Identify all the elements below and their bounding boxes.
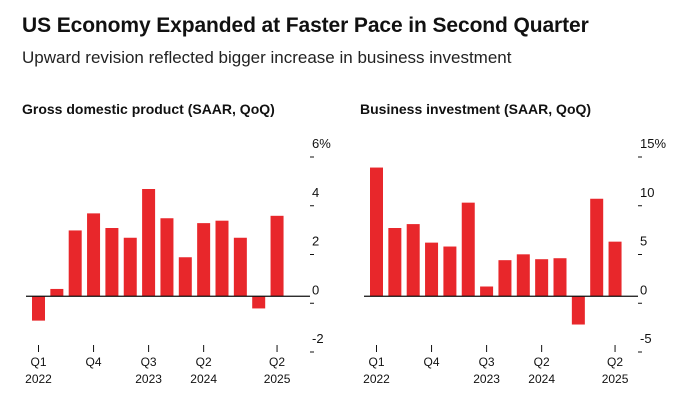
investment-bar <box>425 242 439 297</box>
investment-bar <box>553 258 567 297</box>
investment-bar <box>571 296 585 325</box>
investment-chart: 15% 10 5 0 -5 Q1 2022 Q4 Q3 2023 Q2 2024 Q2 2025 <box>363 136 666 386</box>
investment-xtick-year: 2023 <box>473 372 500 386</box>
gdp-ytick-label: 0 <box>312 282 319 297</box>
investment-xtick-label: Q3 <box>479 355 495 369</box>
gdp-ytick-label: -2 <box>312 331 324 346</box>
investment-ytick-label: 0 <box>640 282 647 297</box>
investment-xtick-year: 2022 <box>363 372 390 386</box>
investment-bar <box>590 198 604 297</box>
gdp-bar <box>87 213 101 297</box>
investment-bar <box>370 167 383 297</box>
investment-bar <box>498 260 512 297</box>
investment-xtick-label: Q2 <box>607 355 623 369</box>
gdp-bar <box>68 230 82 297</box>
gdp-bar <box>252 296 266 309</box>
investment-bar <box>608 241 622 297</box>
gdp-xtick-label: Q2 <box>196 355 212 369</box>
gdp-xtick-label: Q4 <box>86 355 102 369</box>
investment-ytick-label: 15% <box>640 136 666 151</box>
gdp-xtick-year: 2022 <box>25 372 52 386</box>
investment-xtick-label: Q1 <box>368 355 384 369</box>
investment-xtick-label: Q2 <box>534 355 550 369</box>
investment-bar <box>516 254 530 297</box>
investment-xtick-year: 2025 <box>602 372 629 386</box>
chart-title: US Economy Expanded at Faster Pace in Se… <box>22 14 589 37</box>
gdp-xtick-label: Q1 <box>30 355 46 369</box>
chart-subtitle: Upward revision reflected bigger increas… <box>22 48 512 67</box>
gdp-bar <box>142 189 156 297</box>
gdp-bar <box>32 296 45 321</box>
investment-ytick-label: -5 <box>640 331 652 346</box>
gdp-bar <box>50 288 64 297</box>
investment-ytick-label: 10 <box>640 185 654 200</box>
gdp-ytick-label: 2 <box>312 234 319 249</box>
gdp-xtick-year: 2023 <box>135 372 162 386</box>
investment-bar <box>480 286 494 297</box>
investment-bar <box>443 246 457 297</box>
investment-panel-title: Business investment (SAAR, QoQ) <box>360 101 592 117</box>
gdp-chart: 6% 4 2 0 -2 Q1 2022 Q4 Q3 2023 Q2 2024 Q2 2025 <box>25 136 331 386</box>
gdp-ytick-label: 6% <box>312 136 331 151</box>
investment-xtick-year: 2024 <box>528 372 555 386</box>
investment-xtick-label: Q4 <box>424 355 440 369</box>
gdp-bar <box>197 223 211 297</box>
gdp-bar <box>270 215 284 297</box>
gdp-bar <box>123 237 137 297</box>
gdp-bar <box>233 237 247 297</box>
gdp-xtick-label: Q3 <box>141 355 157 369</box>
gdp-bar <box>178 257 192 297</box>
gdp-bar <box>160 218 174 297</box>
gdp-xtick-year: 2024 <box>190 372 217 386</box>
investment-bar <box>388 228 402 297</box>
gdp-panel-title: Gross domestic product (SAAR, QoQ) <box>22 101 275 117</box>
investment-bar <box>406 224 420 297</box>
gdp-ytick-label: 4 <box>312 185 319 200</box>
investment-bar <box>461 202 475 297</box>
investment-ytick-label: 5 <box>640 234 647 249</box>
investment-bar <box>535 259 549 297</box>
gdp-bar <box>105 228 119 297</box>
gdp-xtick-label: Q2 <box>269 355 285 369</box>
gdp-bar <box>215 220 229 297</box>
gdp-xtick-year: 2025 <box>264 372 291 386</box>
